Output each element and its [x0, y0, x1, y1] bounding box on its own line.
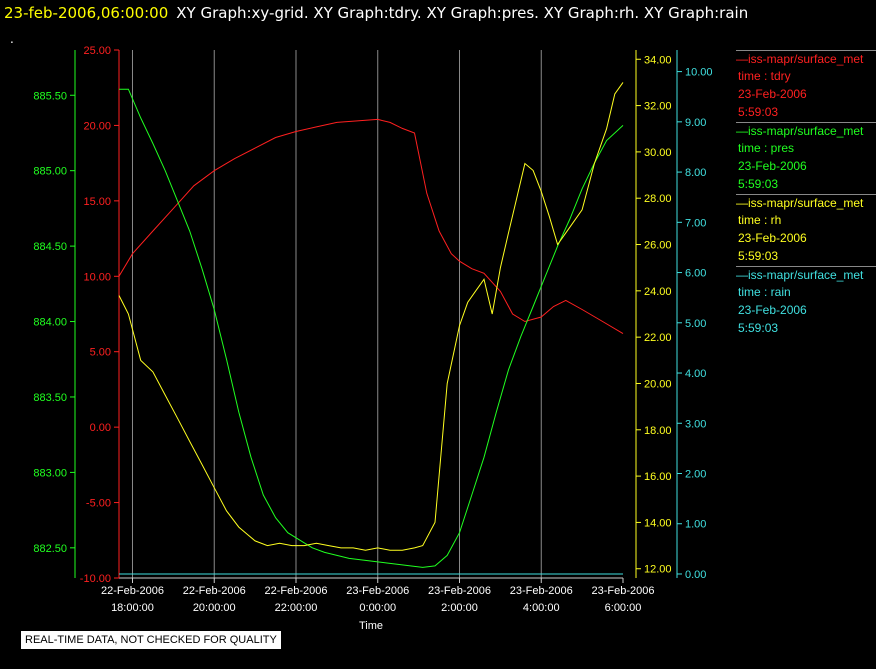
rh-tick-label: 12.00	[644, 564, 672, 576]
tdry-tick-label: -10.00	[80, 573, 111, 585]
legend-swatch: —	[736, 52, 748, 66]
series-rh-line	[118, 82, 624, 551]
legend-time: 5:59:03	[738, 249, 779, 263]
legend-series-name: iss-mapr/surface_met	[748, 124, 864, 138]
legend-swatch: —	[736, 124, 748, 138]
rh-tick-label: 16.00	[644, 471, 672, 483]
legend-swatch: —	[736, 268, 748, 282]
rh-tick-label: 32.00	[644, 101, 672, 113]
series-pres-line	[119, 88, 624, 568]
x-tick-label-time: 4:00:00	[523, 602, 560, 614]
rain-tick-label: 10.00	[685, 67, 713, 79]
series-tdry-line	[118, 118, 624, 335]
legend-series-name: iss-mapr/surface_met	[748, 268, 864, 282]
x-tick-label-time: 22:00:00	[275, 602, 318, 614]
legend-var: time : rain	[738, 285, 791, 299]
legend-date: 23-Feb-2006	[738, 159, 807, 173]
pres-tick-label: 885.00	[33, 166, 67, 178]
tdry-tick-label: 5.00	[90, 347, 111, 359]
legend-date: 23-Feb-2006	[738, 87, 807, 101]
x-tick-label-time: 20:00:00	[193, 602, 236, 614]
tdry-tick-label: 25.00	[83, 45, 111, 57]
legend-entry-pres: —iss-mapr/surface_met time : pres 23-Feb…	[736, 122, 876, 194]
rh-tick-label: 30.00	[644, 147, 672, 159]
quality-disclaimer: REAL-TIME DATA, NOT CHECKED FOR QUALITY	[21, 631, 281, 649]
graph-title: XY Graph:xy-grid. XY Graph:tdry. XY Grap…	[176, 4, 749, 22]
x-axis-label: Time	[359, 620, 383, 632]
tdry-tick-label: 0.00	[90, 422, 111, 434]
legend-date: 23-Feb-2006	[738, 303, 807, 317]
rh-tick-label: 28.00	[644, 193, 672, 205]
legend-var: time : pres	[738, 141, 795, 155]
rh-tick-label: 14.00	[644, 517, 672, 529]
pres-tick-label: 885.50	[33, 90, 67, 102]
legend-var: time : tdry	[738, 69, 791, 83]
rain-tick-label: 6.00	[685, 268, 706, 280]
pres-tick-label: 884.50	[33, 241, 67, 253]
legend-entry-tdry: —iss-mapr/surface_met time : tdry 23-Feb…	[736, 50, 876, 122]
rain-tick-label: 8.00	[685, 167, 706, 179]
rain-tick-label: 0.00	[685, 569, 706, 581]
legend-date: 23-Feb-2006	[738, 231, 807, 245]
legend-series-name: iss-mapr/surface_met	[748, 196, 864, 210]
pres-tick-label: 883.50	[33, 392, 67, 404]
legend-series-name: iss-mapr/surface_met	[748, 52, 864, 66]
x-tick-label-date: 23-Feb-2006	[346, 585, 409, 597]
legend-entry-rh: —iss-mapr/surface_met time : rh 23-Feb-2…	[736, 194, 876, 266]
x-tick-label-time: 0:00:00	[359, 602, 396, 614]
rh-tick-label: 20.00	[644, 378, 672, 390]
x-tick-label-time: 2:00:00	[441, 602, 478, 614]
legend: —iss-mapr/surface_met time : tdry 23-Feb…	[736, 50, 876, 338]
timestamp: 23-feb-2006,06:00:00	[4, 4, 169, 22]
rain-tick-label: 3.00	[685, 418, 706, 430]
rh-tick-label: 18.00	[644, 425, 672, 437]
x-tick-label-date: 22-Feb-2006	[264, 585, 327, 597]
pres-tick-label: 882.50	[33, 543, 67, 555]
rain-tick-label: 5.00	[685, 318, 706, 330]
legend-entry-rain: —iss-mapr/surface_met time : rain 23-Feb…	[736, 266, 876, 338]
rain-tick-label: 7.00	[685, 217, 706, 229]
x-tick-label-time: 6:00:00	[605, 602, 642, 614]
rain-tick-label: 2.00	[685, 469, 706, 481]
tdry-tick-label: 15.00	[83, 196, 111, 208]
pres-tick-label: 884.00	[33, 317, 67, 329]
rh-tick-label: 22.00	[644, 332, 672, 344]
rain-tick-label: 1.00	[685, 519, 706, 531]
rain-tick-label: 9.00	[685, 117, 706, 129]
x-tick-label-date: 22-Feb-2006	[101, 585, 164, 597]
dot-marker: .	[10, 32, 14, 46]
tdry-tick-label: 10.00	[83, 271, 111, 283]
header-bar: 23-feb-2006,06:00:00 XY Graph:xy-grid. XY…	[0, 0, 748, 26]
tdry-tick-label: -5.00	[86, 498, 111, 510]
x-tick-label-date: 23-Feb-2006	[592, 585, 655, 597]
tdry-tick-label: 20.00	[83, 120, 111, 132]
legend-time: 5:59:03	[738, 321, 779, 335]
rh-tick-label: 26.00	[644, 240, 672, 252]
pres-tick-label: 883.00	[33, 467, 67, 479]
x-tick-label-date: 22-Feb-2006	[183, 585, 246, 597]
rh-tick-label: 34.00	[644, 54, 672, 66]
rh-tick-label: 24.00	[644, 286, 672, 298]
rain-tick-label: 4.00	[685, 368, 706, 380]
legend-time: 5:59:03	[738, 177, 779, 191]
legend-var: time : rh	[738, 213, 782, 227]
x-tick-label-date: 23-Feb-2006	[428, 585, 491, 597]
x-tick-label-time: 18:00:00	[111, 602, 154, 614]
x-tick-label-date: 23-Feb-2006	[510, 585, 573, 597]
legend-time: 5:59:03	[738, 105, 779, 119]
legend-swatch: —	[736, 196, 748, 210]
